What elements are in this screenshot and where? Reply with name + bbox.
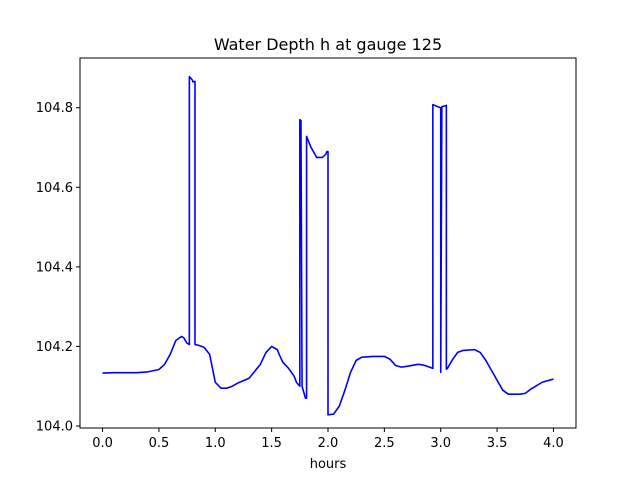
x-axis-label: hours: [310, 457, 347, 472]
y-tick-label: 104.4: [36, 260, 73, 275]
x-tick-label: 2.0: [318, 436, 339, 451]
y-tick-label: 104.2: [36, 340, 73, 355]
x-tick-label: 1.5: [261, 436, 282, 451]
y-tick-label: 104.6: [36, 181, 73, 196]
series-layer: [102, 75, 554, 416]
x-tick-label: 2.5: [374, 436, 395, 451]
x-tick-label: 0.5: [149, 436, 170, 451]
x-tick-label: 4.0: [543, 436, 564, 451]
y-tick-label: 104.8: [36, 101, 73, 116]
series-line-0: [102, 75, 554, 416]
y-tick-label: 104.0: [36, 420, 73, 435]
x-tick-label: 3.0: [430, 436, 451, 451]
x-tick-label: 1.0: [205, 436, 226, 451]
x-tick-label: 3.5: [487, 436, 508, 451]
x-tick-label: 0.0: [92, 436, 113, 451]
chart-title: Water Depth h at gauge 125: [214, 35, 442, 54]
x-axis: 0.0 0.5 1.0 1.5 2.0 2.5 3.0 3.5 4.0: [92, 428, 564, 451]
y-axis: 104.0 104.2 104.4 104.6 104.8: [36, 101, 80, 435]
